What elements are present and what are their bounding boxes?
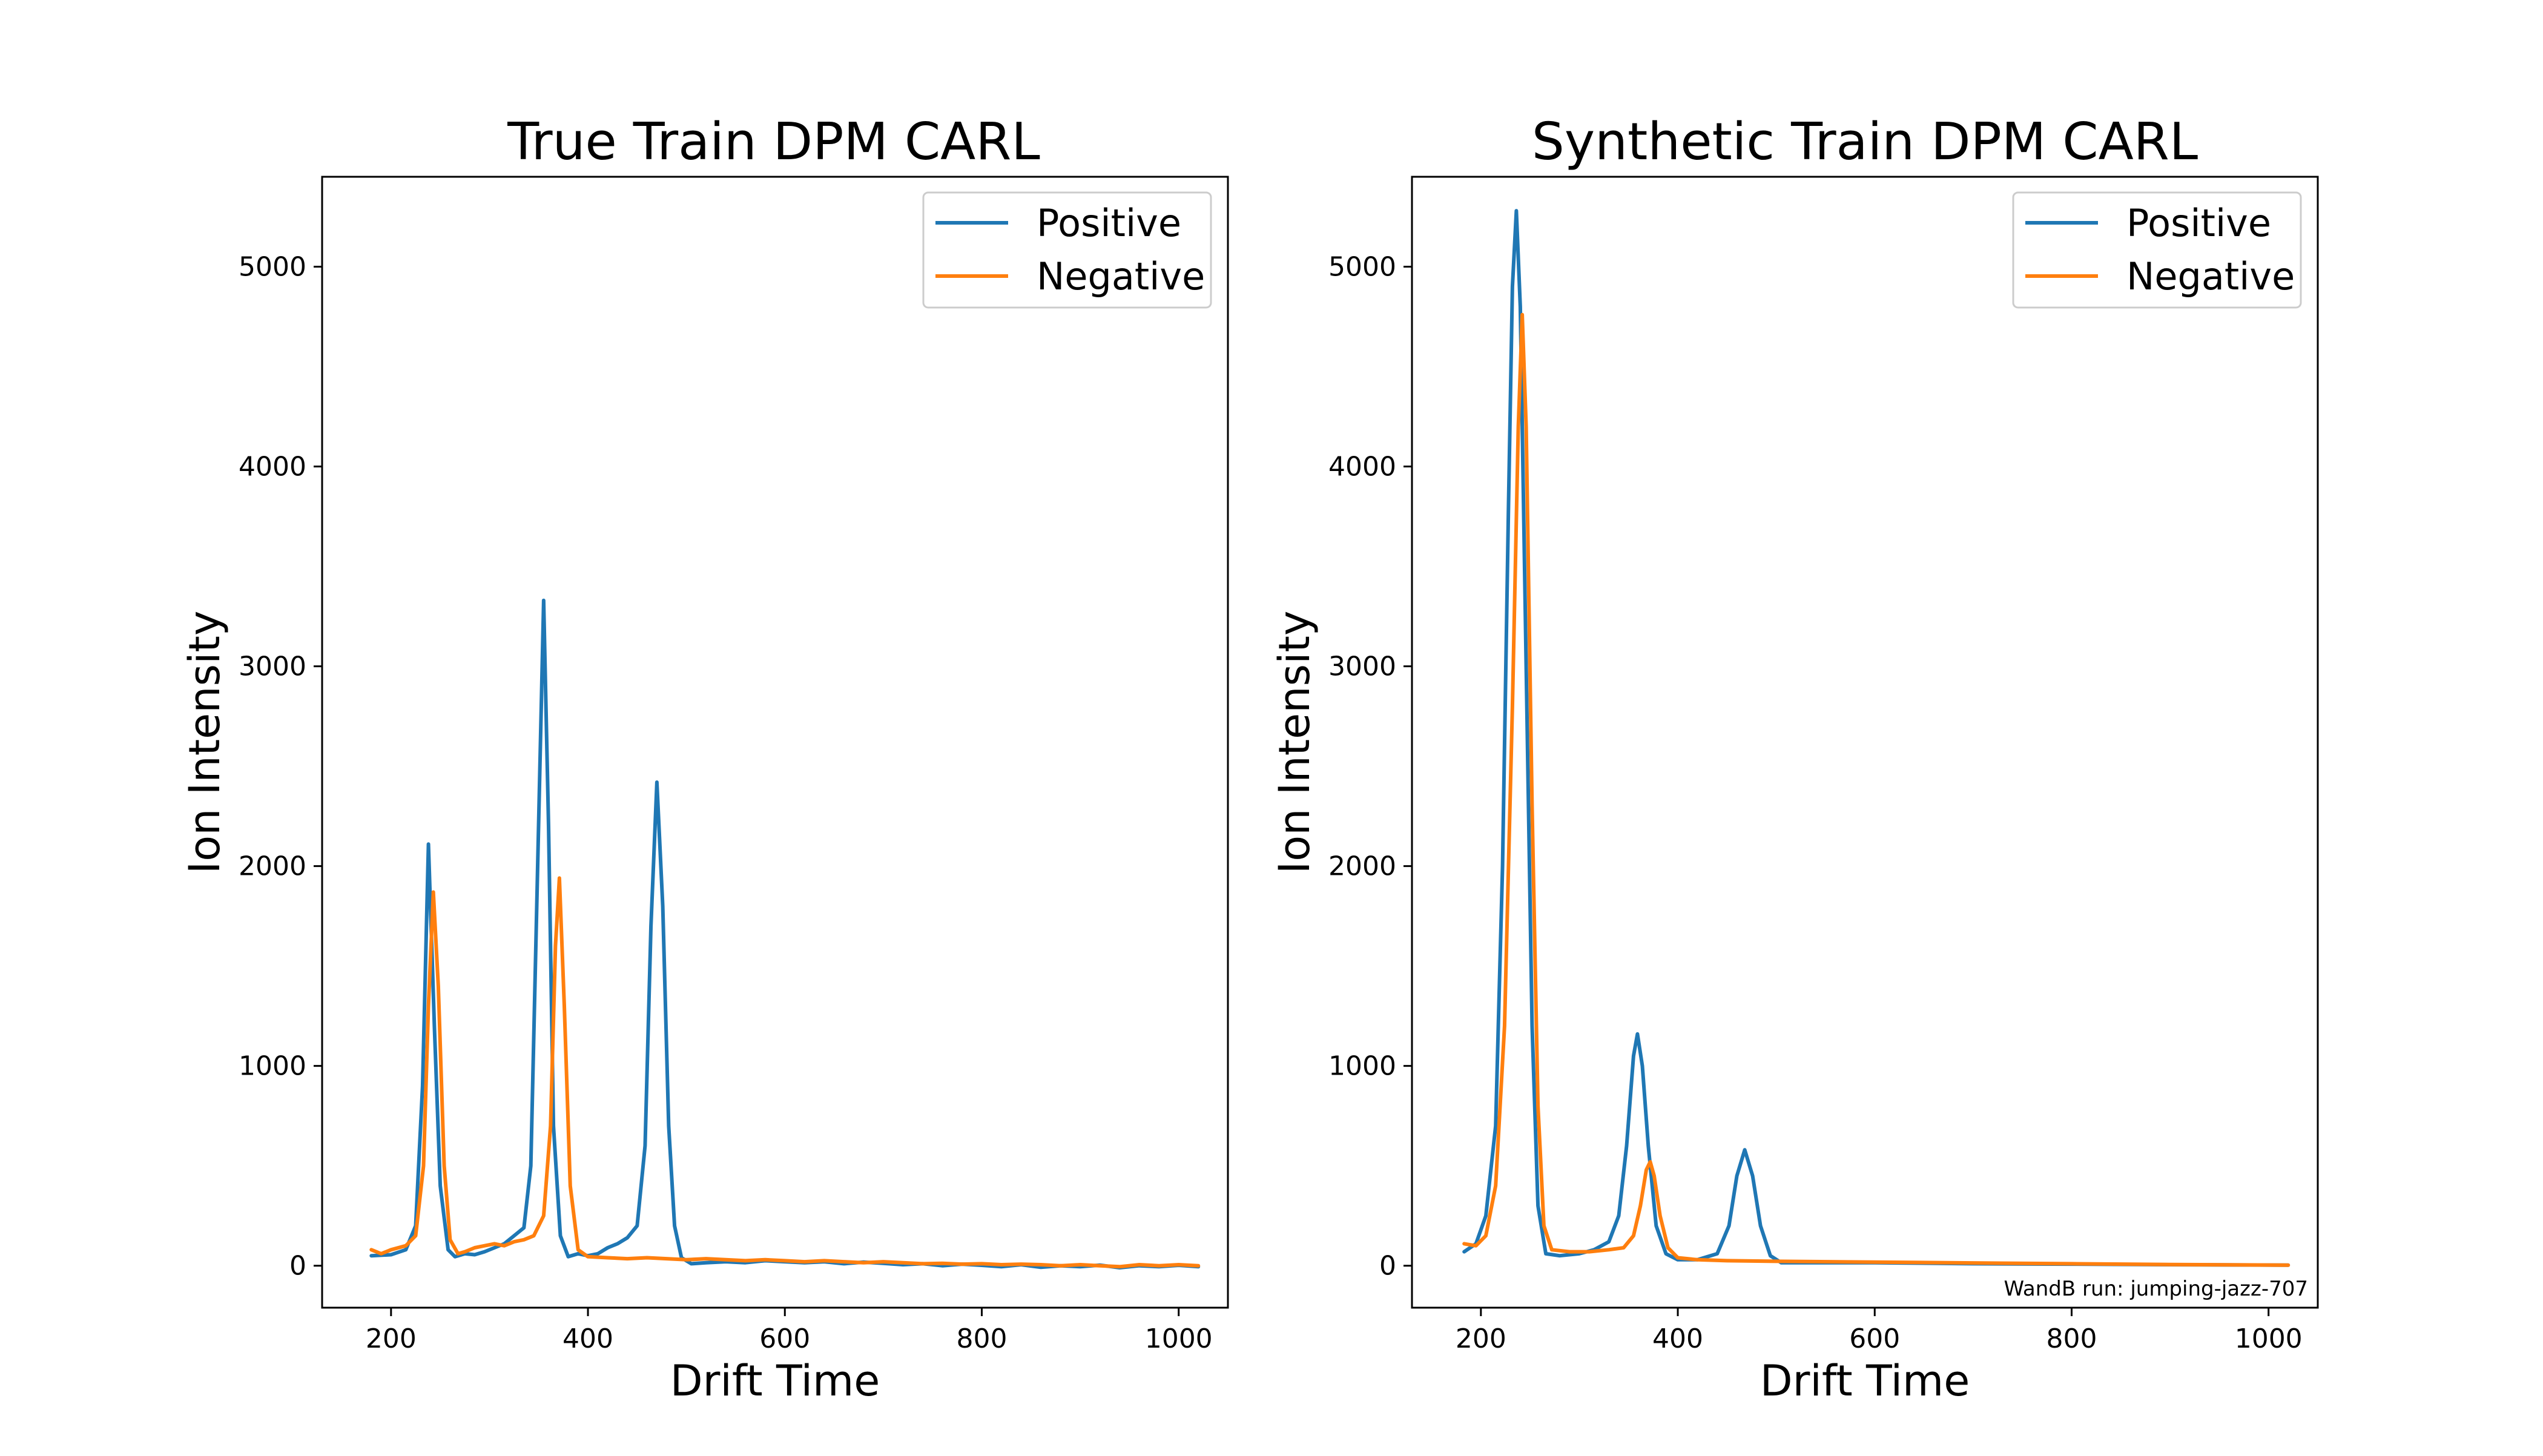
y-tick-label: 4000 (239, 452, 306, 483)
y-tick-label: 2000 (239, 851, 306, 882)
x-tick-label: 600 (759, 1323, 810, 1354)
x-tick-label: 1000 (1145, 1323, 1213, 1354)
y-tick-label: 2000 (1328, 851, 1396, 882)
legend: Positive Negative (922, 191, 1212, 309)
legend: Positive Negative (2012, 191, 2302, 309)
y-tick-label: 1000 (1328, 1051, 1396, 1082)
series-line-negative (1462, 312, 2291, 1267)
y-tick-label: 5000 (1328, 252, 1396, 283)
plot-frame (321, 176, 1229, 1309)
y-tick-label: 5000 (239, 252, 306, 283)
wandb-run-annotation: WandB run: jumping-jazz-707 (2004, 1277, 2308, 1301)
legend-label-positive: Positive (2126, 201, 2271, 245)
x-tick-label: 200 (1456, 1323, 1506, 1354)
legend-label-positive: Positive (1037, 201, 1181, 245)
subplot-synthetic-train: Synthetic Train DPM CARL Drift Time Ion … (1270, 112, 2319, 1406)
y-tick-label: 1000 (239, 1051, 306, 1082)
plot-frame (1411, 176, 2319, 1309)
subplot-true-train: True Train DPM CARL Drift Time Ion Inten… (180, 112, 1229, 1406)
series-line-positive (1462, 209, 2291, 1267)
y-tick-label: 3000 (1328, 651, 1396, 682)
y-tick-label: 0 (1379, 1251, 1396, 1282)
x-tick-label: 800 (956, 1323, 1007, 1354)
y-tick-label: 0 (289, 1251, 306, 1282)
chart-title: True Train DPM CARL (507, 112, 1040, 172)
x-tick-label: 1000 (2235, 1323, 2303, 1354)
x-tick-label: 200 (366, 1323, 417, 1354)
y-tick-label: 4000 (1328, 452, 1396, 483)
chart-title: Synthetic Train DPM CARL (1532, 112, 2198, 172)
legend-label-negative: Negative (1037, 254, 1205, 298)
y-axis-label: Ion Intensity (1270, 611, 1319, 874)
y-tick-label: 3000 (239, 651, 306, 682)
x-axis-label: Drift Time (670, 1356, 880, 1406)
x-tick-label: 400 (1652, 1323, 1703, 1354)
x-axis-label: Drift Time (1760, 1356, 1970, 1406)
x-tick-label: 800 (2046, 1323, 2097, 1354)
y-axis-label: Ion Intensity (180, 611, 229, 874)
x-tick-label: 600 (1849, 1323, 1900, 1354)
legend-label-negative: Negative (2126, 254, 2295, 298)
series-line-negative (369, 876, 1201, 1269)
x-tick-label: 400 (562, 1323, 613, 1354)
